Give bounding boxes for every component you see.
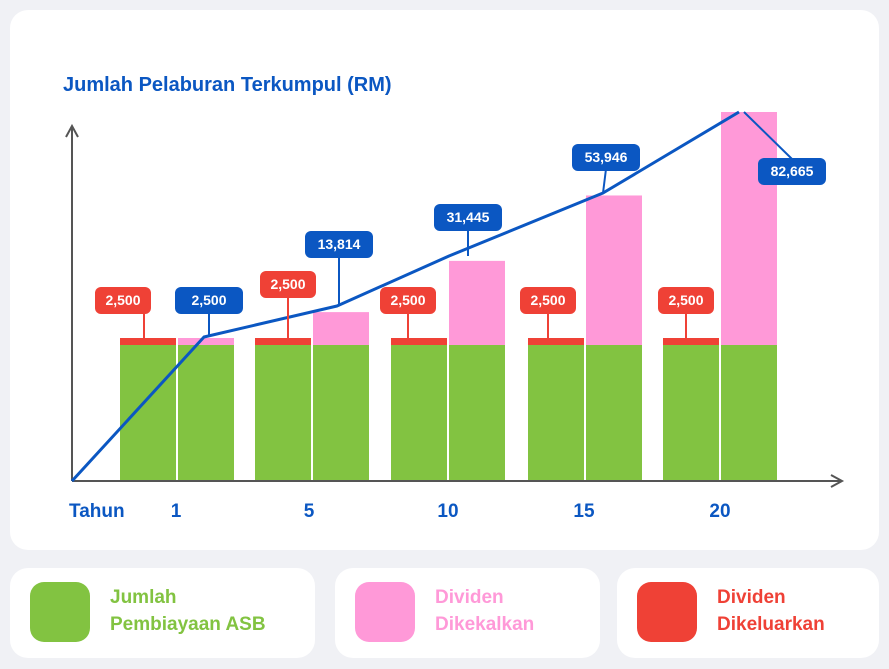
bar-dikeluarkan xyxy=(391,338,447,345)
x-tick-label: 1 xyxy=(171,501,182,522)
y-axis-arrow xyxy=(65,123,79,138)
data-label-terkumpul: 31,445 xyxy=(447,209,490,225)
data-label-terkumpul: 2,500 xyxy=(191,292,226,308)
bar-pembiayaan-left xyxy=(391,345,447,481)
legend-line1: Dividen xyxy=(717,587,786,608)
bar-dikekalkan xyxy=(313,312,369,345)
bar-dikekalkan xyxy=(449,260,505,345)
data-label-bg-red xyxy=(658,287,714,314)
bar-pembiayaan-right xyxy=(721,345,777,481)
x-tick-label: 10 xyxy=(437,501,458,522)
legend-label-pembiayaan: Jumlah Pembiayaan ASB xyxy=(110,584,290,638)
bar-pembiayaan-right xyxy=(178,345,234,481)
data-label-bg-blue xyxy=(572,144,640,171)
data-label-leader-blue xyxy=(743,111,793,160)
data-label-bg-blue xyxy=(758,158,826,185)
data-label-bg-red xyxy=(380,287,436,314)
bar-dikekalkan xyxy=(586,195,642,345)
data-label-dikeluarkan: 2,500 xyxy=(668,292,703,308)
data-label-leader-blue xyxy=(602,168,607,194)
data-label-bg-red xyxy=(260,271,316,298)
x-axis-label: Tahun xyxy=(69,501,125,522)
legend-swatch-pink xyxy=(355,582,415,642)
bar-dikeluarkan xyxy=(528,338,584,345)
legend-line2: Dikeluarkan xyxy=(717,614,825,635)
data-label-dikeluarkan: 2,500 xyxy=(390,292,425,308)
x-tick-label: 15 xyxy=(573,501,595,522)
data-label-bg-blue xyxy=(175,287,243,314)
legend-item-dikekalkan: Dividen Dikekalkan xyxy=(335,568,600,658)
data-label-terkumpul: 13,814 xyxy=(318,236,361,252)
bar-dikeluarkan xyxy=(120,338,176,345)
bar-pembiayaan-right xyxy=(449,345,505,481)
legend-line2: Dikekalkan xyxy=(435,614,535,635)
legend-line2: Pembiayaan ASB xyxy=(110,614,266,635)
data-label-bg-red xyxy=(520,287,576,314)
legend-swatch-green xyxy=(30,582,90,642)
bar-dikekalkan xyxy=(178,338,234,345)
x-tick-label: 5 xyxy=(304,501,315,522)
chart-title: Jumlah Pelaburan Terkumpul (RM) xyxy=(63,74,392,96)
bar-pembiayaan-left xyxy=(120,345,176,481)
data-label-bg-blue xyxy=(434,204,502,231)
x-axis-arrow xyxy=(830,474,845,488)
data-label-bg-red xyxy=(95,287,151,314)
bar-dikeluarkan xyxy=(255,338,311,345)
legend-line1: Dividen xyxy=(435,587,504,608)
series-line-terkumpul xyxy=(70,110,740,483)
bar-pembiayaan-left xyxy=(255,345,311,481)
data-label-dikeluarkan: 2,500 xyxy=(270,276,305,292)
bar-pembiayaan-left xyxy=(528,345,584,481)
bar-pembiayaan-right xyxy=(586,345,642,481)
data-label-terkumpul: 82,665 xyxy=(771,163,814,179)
bar-pembiayaan-right xyxy=(313,345,369,481)
data-label-terkumpul: 53,946 xyxy=(585,149,628,165)
data-label-dikeluarkan: 2,500 xyxy=(105,292,140,308)
x-tick-label: 20 xyxy=(709,501,730,522)
legend-swatch-red xyxy=(637,582,697,642)
bar-dikekalkan xyxy=(721,112,777,345)
legend-item-dikeluarkan: Dividen Dikeluarkan xyxy=(617,568,879,658)
bar-dikeluarkan xyxy=(663,338,719,345)
legend-line1: Jumlah xyxy=(110,587,177,608)
legend-label-dikeluarkan: Dividen Dikeluarkan xyxy=(717,584,889,638)
legend-label-dikekalkan: Dividen Dikekalkan xyxy=(435,584,615,638)
data-label-dikeluarkan: 2,500 xyxy=(530,292,565,308)
legend-item-pembiayaan: Jumlah Pembiayaan ASB xyxy=(10,568,315,658)
chart: Jumlah Pelaburan Terkumpul (RM)Tahun 1 5 10… xyxy=(63,74,845,522)
data-label-bg-blue xyxy=(305,231,373,258)
bar-pembiayaan-left xyxy=(663,345,719,481)
